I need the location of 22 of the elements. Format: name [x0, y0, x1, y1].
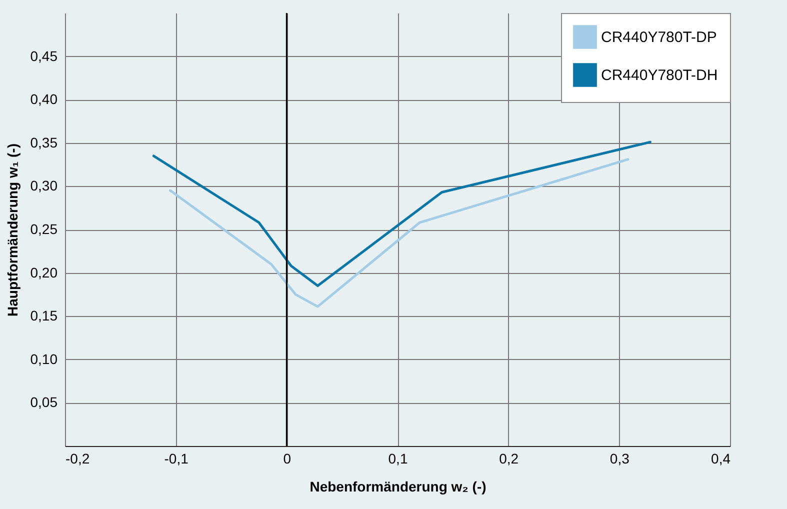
- y-tick-label: 0,20: [30, 264, 58, 280]
- y-tick-label: 0,45: [30, 48, 58, 64]
- legend-label: CR440Y780T-DP: [601, 29, 717, 46]
- y-tick-label: 0,30: [30, 178, 58, 194]
- line-series: [169, 158, 630, 308]
- y-tick-label: 0,25: [30, 221, 58, 237]
- x-tick-label: -0,1: [164, 450, 189, 466]
- y-axis-title: Hauptformänderung w₁ (-): [4, 144, 20, 316]
- x-tick-label: 0,4: [711, 450, 731, 466]
- x-tick-label: 0: [283, 450, 292, 466]
- legend-label: CR440Y780T-DH: [601, 67, 718, 84]
- line-series: [152, 140, 652, 288]
- x-tick-label: 0,2: [499, 450, 519, 466]
- y-tick-label: 0,10: [30, 350, 58, 367]
- x-axis-title: Nebenformänderung w₂ (-): [310, 478, 486, 494]
- x-tick-label: -0,2: [66, 450, 90, 466]
- y-tick-label: 0,05: [30, 394, 58, 410]
- x-tick-label: 0,1: [388, 450, 408, 466]
- x-tick-label: 0,3: [610, 450, 630, 466]
- y-tick-label: 0,40: [30, 91, 58, 108]
- y-tick-label: 0,35: [30, 134, 58, 150]
- y-tick-label: 0,15: [30, 308, 58, 324]
